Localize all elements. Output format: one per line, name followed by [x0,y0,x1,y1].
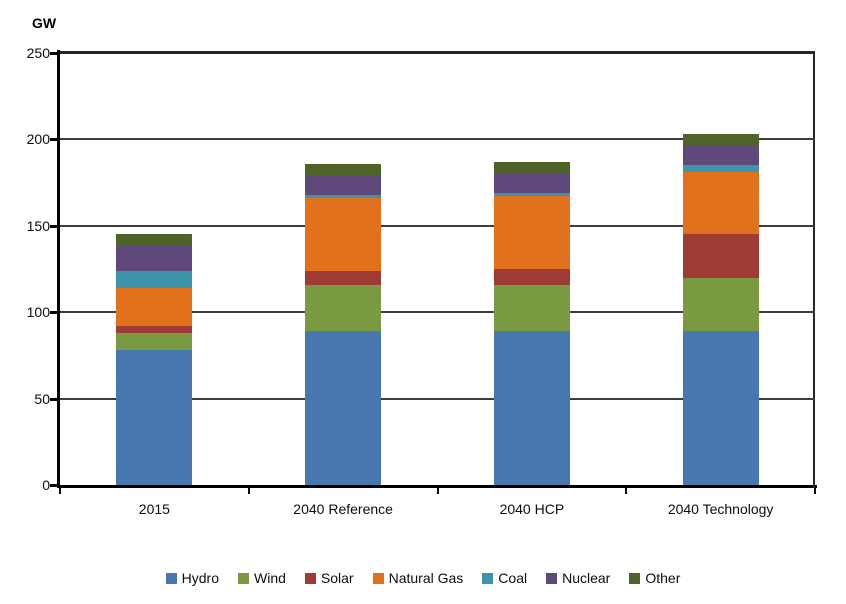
bar-segment-coal [305,194,382,199]
bar-segment-other [305,163,382,176]
y-axis-tick-label: 50 [34,390,50,407]
legend-item-solar: Solar [304,570,354,586]
y-axis-tick-mark [50,224,58,228]
bar-segment-wind [305,284,382,332]
x-axis-tick-mark [625,488,628,494]
bar-segment-hydro [116,350,193,485]
legend-swatch [629,572,641,584]
y-axis-tick-mark [50,52,58,55]
gridline [60,138,815,141]
x-axis-category-label: 2040 Reference [293,501,393,517]
y-axis-tick-mark [50,484,58,487]
legend-item-coal: Coal [482,570,527,586]
bar-segment-hydro [493,331,570,485]
y-axis-tick-label: 100 [26,304,50,321]
y-axis-tick-mark [50,311,58,315]
bar-segment-wind [493,284,570,332]
plot-area-top-border [60,51,815,54]
x-axis-tick-mark [247,488,250,494]
legend-swatch [165,572,177,584]
bar-segment-nuclear [682,146,759,166]
bar-segment-natural-gas [116,287,193,326]
legend-label: Wind [254,570,286,586]
bar-segment-hydro [305,331,382,485]
bar-segment-coal [682,165,759,173]
gridline [60,397,815,400]
bar-segment-wind [116,332,193,351]
plot-area-right-border [813,51,815,488]
y-axis-tick-label: 200 [26,131,50,148]
bar-segment-other [116,234,193,245]
x-axis-category-label: 2015 [138,501,170,517]
bar-segment-natural-gas [493,196,570,269]
legend: Hydro Wind Solar Natural Gas Coal Nuclear Othe… [0,567,846,589]
bar-segment-natural-gas [682,172,759,235]
gridline [60,311,815,314]
y-axis-tick-mark [50,397,58,401]
legend-label: Coal [498,570,528,586]
x-axis-category-label: 2040 Technology [667,501,774,517]
bar-segment-nuclear [493,173,570,193]
legend-label: Hydro [181,570,219,586]
bar-segment-other [493,161,570,174]
legend-item-wind: Wind [238,570,286,586]
y-axis-tick-label: 150 [26,217,50,234]
bar-segment-wind [682,277,759,332]
bar-segment-solar [116,325,193,333]
gridline [60,224,815,227]
stacked-bar [116,234,193,485]
legend-item-hydro: Hydro [165,570,219,586]
bar-segment-other [682,134,759,147]
y-axis-title: GW [32,15,57,31]
legend-item-nuclear: Nuclear [546,570,610,586]
bar-segment-solar [493,268,570,285]
bar-segment-solar [305,270,382,285]
bar-segment-coal [493,192,570,197]
legend-swatch [304,572,316,584]
bar-segment-solar [682,234,759,278]
x-axis-tick-mark [436,488,439,494]
legend-label: Natural Gas [388,570,464,586]
bar-segment-coal [116,270,193,288]
y-axis-tick-label: 0 [42,477,50,493]
stacked-bar [305,163,382,485]
stacked-bar [493,161,570,485]
x-axis-tick-mark [814,488,816,494]
y-axis-tick-mark [50,138,58,142]
bar-segment-natural-gas [305,198,382,271]
x-axis-category-label: 2040 HCP [499,501,565,517]
bar-segment-nuclear [116,244,193,271]
x-axis-line [57,485,817,488]
legend-label: Nuclear [562,570,611,586]
y-axis-line [57,50,60,488]
x-axis-tick-mark [59,488,61,494]
stacked-bar [682,134,759,485]
legend-swatch [482,572,494,584]
legend-label: Other [645,570,681,586]
legend-swatch [546,572,558,584]
y-axis-tick-label: 250 [26,45,50,61]
legend-label: Solar [320,570,354,586]
legend-item-other: Other [629,570,680,586]
legend-swatch [372,572,384,584]
legend-item-natural-gas: Natural Gas [372,570,464,586]
bar-segment-nuclear [305,175,382,195]
bar-segment-hydro [682,331,759,485]
legend-swatch [238,572,249,584]
